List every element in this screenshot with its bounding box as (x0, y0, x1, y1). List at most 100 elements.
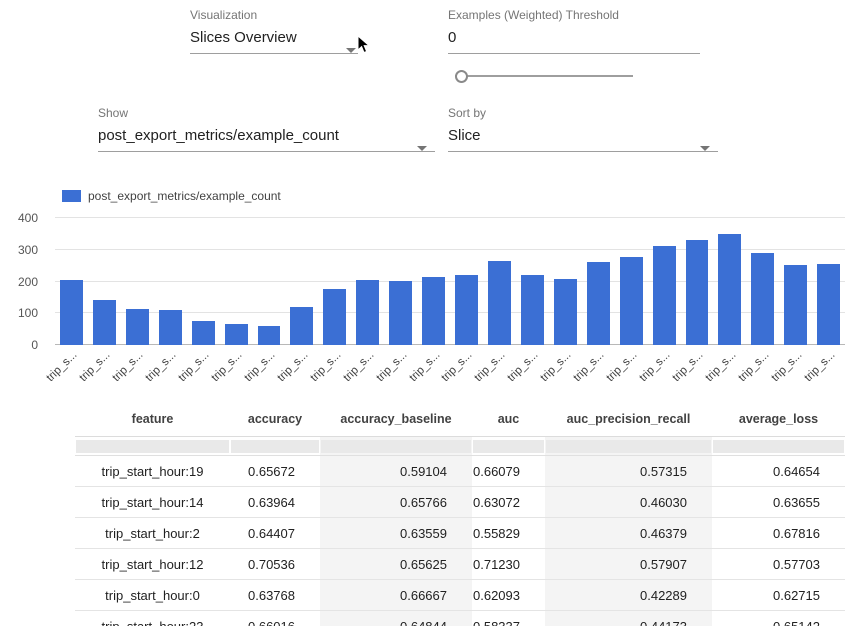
slider-thumb[interactable] (455, 70, 468, 83)
column-filter[interactable] (546, 440, 711, 453)
threshold-input[interactable]: 0 (448, 29, 700, 54)
y-axis: 0100200300400 (0, 218, 48, 345)
bar (323, 289, 346, 346)
metric-cell: 0.64844 (320, 611, 472, 626)
metric-cell: 0.42289 (545, 580, 712, 611)
column-filter[interactable] (231, 440, 319, 453)
metric-cell: 0.46030 (545, 487, 712, 518)
bar (751, 253, 774, 345)
bar (686, 240, 709, 345)
bar (225, 324, 248, 345)
metric-cell: 0.57315 (545, 456, 712, 487)
show-value[interactable]: post_export_metrics/example_count (98, 127, 435, 152)
chevron-down-icon[interactable] (417, 146, 427, 151)
show-label: Show (98, 106, 435, 120)
metric-cell: 0.62715 (712, 580, 845, 611)
bar (258, 326, 281, 345)
bar (653, 246, 676, 345)
column-header-accuracy[interactable]: accuracy (230, 402, 320, 437)
metric-cell: 0.62093 (472, 580, 545, 611)
metric-cell: 0.65672 (230, 456, 320, 487)
threshold-label: Examples (Weighted) Threshold (448, 8, 700, 22)
slider-track[interactable] (455, 75, 633, 77)
bar (488, 261, 511, 345)
feature-cell: trip_start_hour:12 (75, 549, 230, 580)
filter-row (75, 437, 845, 456)
metric-cell: 0.66079 (472, 456, 545, 487)
table-row: trip_start_hour:20.644070.635590.55829 0.… (75, 518, 845, 549)
table-head: featureaccuracyaccuracy_baselineaucauc_p… (75, 402, 845, 456)
threshold-slider[interactable] (455, 69, 633, 83)
y-tick-label: 400 (0, 211, 38, 225)
bar (455, 275, 478, 345)
column-header-auc[interactable]: auc (472, 402, 545, 437)
column-filter[interactable] (713, 440, 844, 453)
metric-cell: 0.67816 (712, 518, 845, 549)
metric-cell: 0.66667 (320, 580, 472, 611)
y-tick-label: 100 (0, 306, 38, 320)
metric-cell: 0.44173 (545, 611, 712, 626)
feature-cell: trip_start_hour:2 (75, 518, 230, 549)
metric-cell: 0.63964 (230, 487, 320, 518)
column-header-accuracy_baseline[interactable]: accuracy_baseline (320, 402, 472, 437)
metric-cell: 0.57907 (545, 549, 712, 580)
column-header-average_loss[interactable]: average_loss (712, 402, 845, 437)
metric-cell: 0.71230 (472, 549, 545, 580)
metric-cell: 0.63768 (230, 580, 320, 611)
sort-by-label: Sort by (448, 106, 718, 120)
metric-cell: 0.59104 (320, 456, 472, 487)
metric-cell: 0.55829 (472, 518, 545, 549)
bar (290, 307, 313, 345)
tfma-slicing-metrics-view: Visualization Slices Overview Examples (… (0, 0, 863, 626)
bar (192, 321, 215, 345)
metric-cell: 0.64654 (712, 456, 845, 487)
legend-label: post_export_metrics/example_count (88, 189, 281, 203)
metric-cell: 0.58337 (472, 611, 545, 626)
bars (55, 218, 845, 345)
chevron-down-icon[interactable] (346, 48, 356, 53)
column-filter[interactable] (76, 440, 229, 453)
metric-cell: 0.65766 (320, 487, 472, 518)
metric-cell: 0.63559 (320, 518, 472, 549)
column-header-auc_precision_recall[interactable]: auc_precision_recall (545, 402, 712, 437)
bar (93, 300, 116, 345)
table-body: trip_start_hour:190.656720.591040.660790… (75, 456, 845, 626)
bar (620, 257, 643, 345)
feature-cell: trip_start_hour:14 (75, 487, 230, 518)
sort-by-value[interactable]: Slice (448, 127, 718, 152)
bar (817, 264, 840, 345)
table-row: trip_start_hour:140.639640.657660.630720… (75, 487, 845, 518)
metric-cell: 0.63072 (472, 487, 545, 518)
metric-cell: 0.65142 (712, 611, 845, 626)
feature-cell: trip_start_hour:19 (75, 456, 230, 487)
y-tick-label: 300 (0, 243, 38, 257)
metric-cell: 0.63655 (712, 487, 845, 518)
metric-cell: 0.64407 (230, 518, 320, 549)
bar (389, 281, 412, 345)
threshold-field[interactable]: Examples (Weighted) Threshold 0 (448, 8, 700, 54)
show-metric-dropdown[interactable]: Show post_export_metrics/example_count (98, 106, 435, 152)
feature-cell: trip_start_hour:0 (75, 580, 230, 611)
table-row: trip_start_hour:120.705360.656250.712300… (75, 549, 845, 580)
bar (554, 279, 577, 345)
table-row: trip_start_hour:00.637680.666670.620930.… (75, 580, 845, 611)
bar (422, 277, 445, 345)
bar (60, 280, 83, 345)
y-tick-label: 0 (0, 338, 38, 352)
metric-cell: 0.66016 (230, 611, 320, 626)
visualization-label: Visualization (190, 8, 358, 22)
chevron-down-icon[interactable] (700, 146, 710, 151)
plot-area (55, 218, 845, 345)
sort-by-dropdown[interactable]: Sort by Slice (448, 106, 718, 152)
column-header-feature[interactable]: feature (75, 402, 230, 437)
column-filter[interactable] (473, 440, 544, 453)
bar (159, 310, 182, 345)
x-axis: trip_s...trip_s...trip_s...trip_s...trip… (55, 347, 845, 395)
visualization-value[interactable]: Slices Overview (190, 29, 358, 54)
y-tick-label: 200 (0, 275, 38, 289)
visualization-dropdown[interactable]: Visualization Slices Overview (190, 8, 358, 54)
legend-swatch (62, 190, 81, 202)
bar (356, 280, 379, 345)
metric-cell: 0.65625 (320, 549, 472, 580)
column-filter[interactable] (321, 440, 471, 453)
